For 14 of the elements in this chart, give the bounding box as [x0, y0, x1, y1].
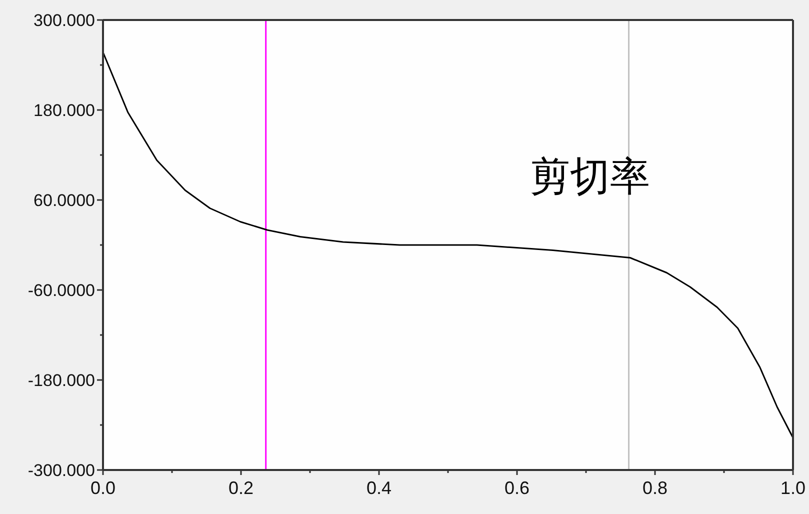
y-tick-label: 180.000	[34, 101, 95, 120]
annotation: 剪切率	[530, 154, 650, 199]
y-tick-label: 300.000	[34, 11, 95, 30]
y-tick-label: -180.000	[28, 371, 95, 390]
x-tick-label: 1.0	[780, 478, 806, 498]
line-series	[102, 52, 794, 438]
x-tick-label: 0.2	[228, 478, 254, 498]
y-tick-label: -60.0000	[28, 281, 95, 300]
x-tick-label: 0.8	[642, 478, 668, 498]
y-tick-label: -300.000	[28, 461, 95, 480]
x-tick-label: 0.4	[366, 478, 392, 498]
x-tick-label: 0.0	[90, 478, 116, 498]
x-tick-label: 0.6	[504, 478, 530, 498]
y-tick-label: 60.0000	[34, 191, 95, 210]
